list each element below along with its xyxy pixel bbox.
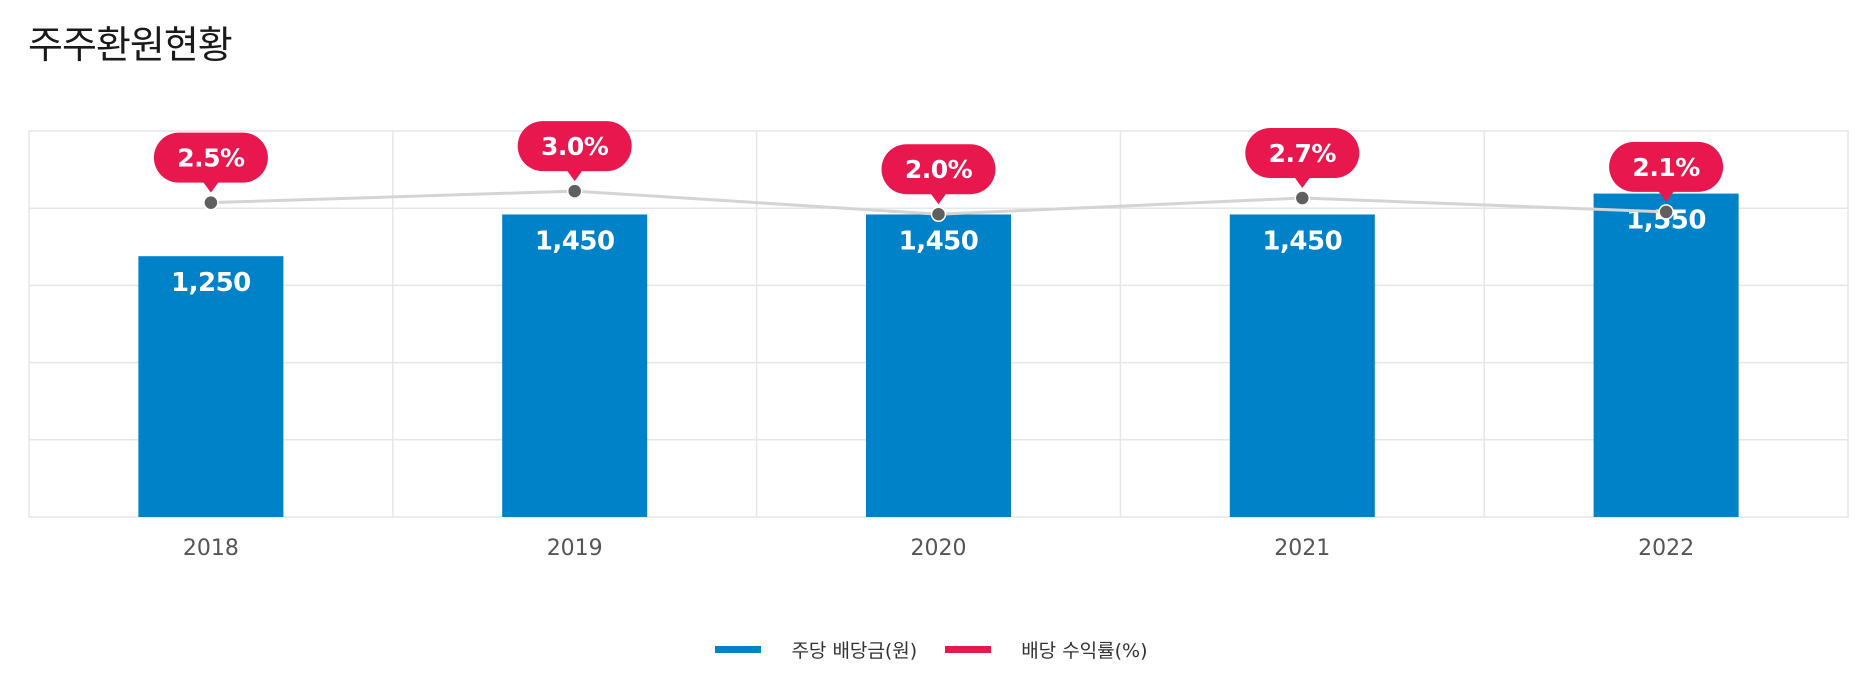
yield-value-label-2018: 2.5% [177,144,245,173]
yield-point-2018 [203,194,219,211]
yield-value-label-2021: 2.7% [1269,139,1337,168]
yield-callout-2018: 2.5% [153,132,268,193]
bar-value-label-2018: 1,250 [171,268,251,298]
callout-bubble [881,144,996,195]
yield-point-2022 [1658,204,1674,220]
callout-pointer [1658,190,1675,202]
callout-bubble [517,121,632,172]
bar-dividend-2020 [866,214,1011,517]
bar-dividend-2018 [138,256,284,517]
callout-pointer [202,181,219,193]
legend-item-dividend-yield[interactable]: 배당 수익률(%) [945,636,1148,663]
yield-callout-2021: 2.7% [1245,128,1360,189]
callout-pointer [930,193,947,205]
bar-dividend-2019 [502,214,648,517]
yield-value-label-2019: 3.0% [541,132,609,161]
chart-legend: 주당 배당금(원) 배당 수익률(%) [0,636,1863,663]
yield-callout-2020: 2.0% [881,144,996,205]
legend-label: 주당 배당금(원) [791,640,918,662]
callout-pointer [1294,177,1311,189]
bar-value-label-2019: 1,450 [535,226,615,256]
callout-bubble [1245,128,1360,179]
legend-swatch-bar [715,646,762,653]
yield-value-label-2020: 2.0% [905,155,973,184]
x-tick-label-2021: 2021 [1274,536,1330,561]
bar-value-label-2021: 1,450 [1262,226,1342,256]
yield-callout-2022: 2.1% [1609,141,1724,202]
x-tick-label-2018: 2018 [183,536,239,561]
legend-label: 배당 수익률(%) [1021,640,1148,662]
callout-bubble [153,132,268,183]
bar-dividend-2021 [1229,214,1375,517]
callout-bubble [1609,141,1724,192]
x-tick-label-2019: 2019 [547,536,603,561]
callout-pointer [566,170,583,182]
yield-point-2019 [566,183,583,199]
yield-point-2020 [930,206,947,222]
page-title: 주주환원현황 [28,23,233,67]
yield-value-label-2022: 2.1% [1632,153,1700,182]
bar-value-label-2020: 1,450 [899,226,979,256]
bar-dividend-2022 [1593,193,1739,517]
legend-swatch-line [945,646,992,653]
x-tick-label-2020: 2020 [911,536,967,561]
yield-callout-2019: 3.0% [517,121,632,182]
x-tick-label-2022: 2022 [1638,536,1694,561]
legend-item-dividend-per-share[interactable]: 주당 배당금(원) [715,636,917,663]
yield-point-2021 [1294,190,1311,206]
